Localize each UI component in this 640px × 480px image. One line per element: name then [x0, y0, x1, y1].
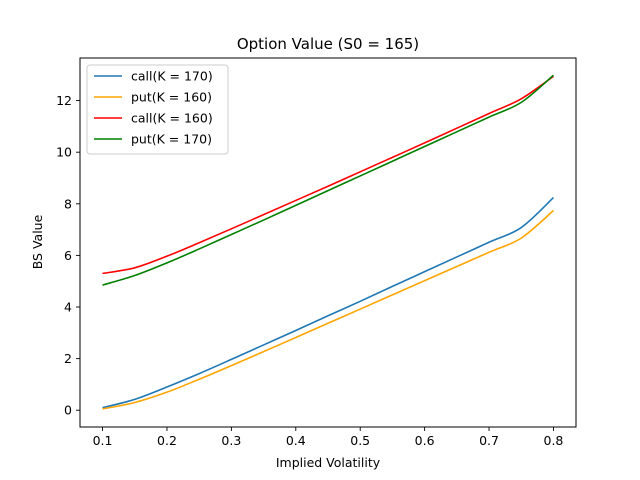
x-tick-label: 0.8: [544, 433, 564, 448]
y-tick-label: 2: [64, 351, 72, 366]
y-tick-label: 0: [64, 403, 72, 418]
legend-label: call(K = 170): [131, 69, 213, 84]
x-tick-label: 0.4: [286, 433, 306, 448]
legend-box: [86, 64, 229, 155]
y-tick-label: 6: [64, 248, 72, 263]
x-tick-label: 0.5: [350, 433, 370, 448]
y-tick-label: 10: [56, 145, 72, 160]
series-line-3: [102, 74, 554, 286]
x-tick-label: 0.7: [479, 433, 499, 448]
x-axis-label: Implied Volatility: [276, 455, 381, 470]
series-line-1: [102, 209, 554, 410]
legend-label: put(K = 160): [131, 90, 212, 105]
y-axis-label: BS Value: [30, 214, 45, 269]
legend: call(K = 170) put(K = 160) call(K = 160) pu…: [86, 64, 229, 155]
x-tick-label: 0.3: [221, 433, 241, 448]
x-tick-label: 0.6: [415, 433, 435, 448]
x-tick-label: 0.2: [157, 433, 177, 448]
legend-label: call(K = 160): [131, 111, 213, 126]
chart-title: Option Value (S0 = 165): [237, 35, 419, 53]
y-tick-label: 12: [56, 93, 72, 108]
plot-frame: [79, 57, 577, 428]
legend-label: put(K = 170): [131, 132, 212, 147]
y-tick-label: 4: [64, 300, 72, 315]
x-tick-label: 0.1: [93, 433, 113, 448]
series-line-0: [102, 197, 554, 409]
series-line-2: [102, 75, 554, 275]
y-tick-label: 8: [64, 196, 72, 211]
